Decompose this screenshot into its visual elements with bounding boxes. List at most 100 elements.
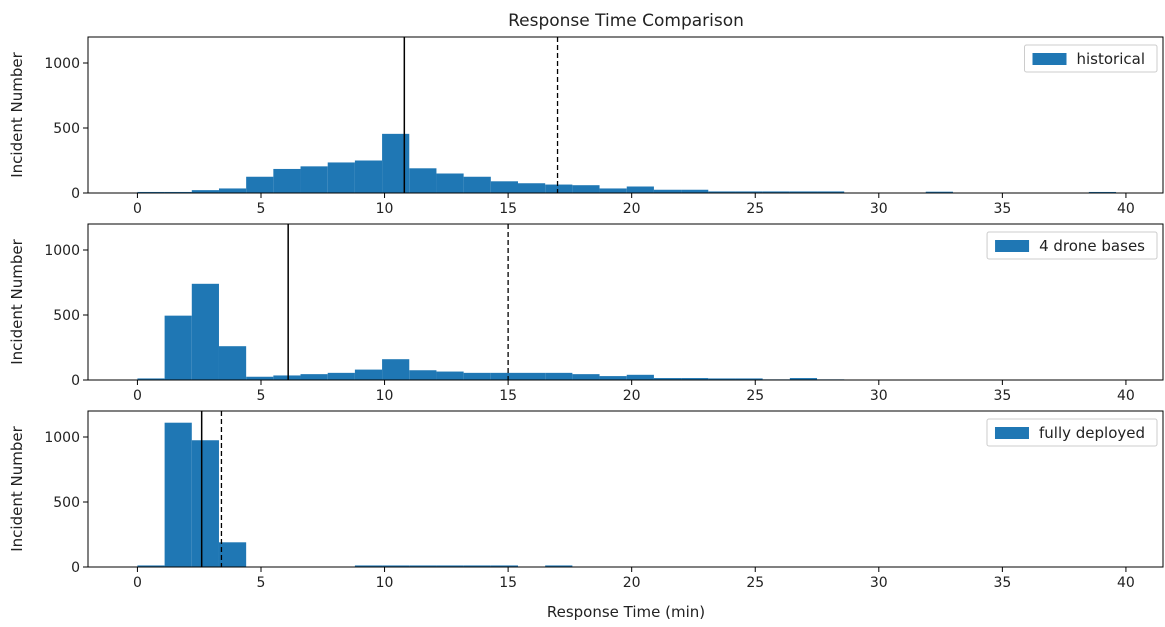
histogram-bar bbox=[518, 183, 546, 193]
histogram-bar bbox=[626, 374, 654, 380]
panel-fully-deployed: 0 5 10 15 20 25 30 35 40 0 500 1000 Incident Number f… bbox=[8, 410, 1164, 591]
histogram-bar bbox=[191, 283, 219, 380]
histogram-bar bbox=[1088, 191, 1117, 193]
y-tick-label: 0 bbox=[71, 186, 80, 202]
histogram-bar bbox=[681, 378, 709, 380]
histogram-bar bbox=[164, 422, 192, 567]
histogram-bar bbox=[273, 375, 301, 380]
x-tick-label: 35 bbox=[993, 201, 1011, 217]
legend-frame bbox=[1024, 44, 1158, 73]
histogram-bar bbox=[490, 372, 518, 380]
x-tick-label: 30 bbox=[870, 575, 888, 591]
histogram-bar bbox=[273, 168, 301, 193]
legend-swatch bbox=[995, 240, 1030, 252]
x-tick-label: 25 bbox=[746, 201, 764, 217]
histogram-bar bbox=[545, 372, 573, 380]
histogram-bar bbox=[300, 166, 328, 193]
legend-swatch bbox=[1032, 53, 1067, 65]
histogram-bar bbox=[708, 378, 736, 380]
histogram-bar bbox=[300, 374, 328, 380]
legend-label: historical bbox=[1077, 50, 1146, 68]
histogram-bar bbox=[518, 372, 546, 380]
y-tick-label: 500 bbox=[53, 121, 80, 137]
y-axis-label: Incident Number bbox=[8, 425, 26, 551]
histogram-bar bbox=[382, 133, 410, 193]
histogram-bar bbox=[327, 162, 355, 193]
histogram-bar bbox=[762, 191, 790, 193]
histogram-bar bbox=[354, 369, 383, 380]
histogram-bar bbox=[327, 372, 355, 380]
x-tick-label: 15 bbox=[499, 388, 517, 404]
histogram-bar bbox=[490, 181, 518, 193]
histogram-bar bbox=[626, 186, 654, 193]
x-tick-label: 0 bbox=[133, 201, 142, 217]
histogram-bar bbox=[463, 176, 491, 193]
y-axis-label: Incident Number bbox=[8, 51, 26, 177]
x-tick-label: 20 bbox=[623, 388, 641, 404]
x-tick-label: 40 bbox=[1117, 575, 1135, 591]
histogram-bar bbox=[137, 378, 165, 380]
histogram-bar bbox=[436, 565, 464, 567]
histogram-bar bbox=[409, 565, 437, 567]
x-tick-label: 5 bbox=[257, 575, 266, 591]
histogram-bar bbox=[246, 176, 274, 193]
x-tick-label: 0 bbox=[133, 388, 142, 404]
y-tick-label: 0 bbox=[71, 373, 80, 389]
histogram-bar bbox=[137, 565, 165, 567]
x-tick-label: 0 bbox=[133, 575, 142, 591]
histogram-bar bbox=[382, 565, 410, 567]
histogram-bar bbox=[354, 160, 383, 193]
x-tick-label: 10 bbox=[376, 201, 394, 217]
x-tick-label: 35 bbox=[993, 575, 1011, 591]
x-tick-label: 30 bbox=[870, 201, 888, 217]
x-tick-label: 15 bbox=[499, 201, 517, 217]
x-tick-label: 40 bbox=[1117, 201, 1135, 217]
histogram-bar bbox=[925, 191, 953, 193]
x-tick-label: 25 bbox=[746, 575, 764, 591]
histogram-bar bbox=[137, 191, 165, 193]
histogram-bar bbox=[218, 346, 247, 380]
legend: fully deployed bbox=[986, 418, 1158, 447]
histogram-bar bbox=[463, 372, 491, 380]
x-tick-label: 10 bbox=[376, 388, 394, 404]
axes-frame bbox=[87, 36, 1164, 194]
legend-swatch bbox=[994, 427, 1029, 439]
y-tick-label: 500 bbox=[53, 495, 80, 511]
x-tick-label: 20 bbox=[623, 575, 641, 591]
y-axis-label: Incident Number bbox=[8, 238, 26, 364]
histogram-bar bbox=[490, 565, 518, 567]
legend: historical bbox=[1024, 44, 1158, 73]
histogram-bar bbox=[708, 191, 736, 193]
histogram-bar bbox=[409, 168, 437, 193]
x-tick-label: 25 bbox=[746, 388, 764, 404]
y-tick-label: 1000 bbox=[44, 243, 80, 259]
histogram-bar bbox=[735, 191, 763, 193]
y-tick-label: 0 bbox=[71, 560, 80, 576]
histogram-bar bbox=[164, 315, 192, 380]
histogram-bar bbox=[382, 359, 410, 380]
x-tick-label: 30 bbox=[870, 388, 888, 404]
y-tick-label: 1000 bbox=[44, 56, 80, 72]
legend-frame bbox=[986, 231, 1158, 260]
y-tick-label: 1000 bbox=[44, 430, 80, 446]
histogram-bar bbox=[653, 189, 682, 193]
x-tick-label: 5 bbox=[257, 201, 266, 217]
histogram-bar bbox=[191, 190, 219, 193]
histogram-bar bbox=[599, 188, 627, 193]
x-tick-label: 35 bbox=[993, 388, 1011, 404]
x-tick-label: 20 bbox=[623, 201, 641, 217]
legend: 4 drone bases bbox=[986, 231, 1158, 260]
legend-label: fully deployed bbox=[1039, 424, 1145, 442]
histogram-bar bbox=[572, 374, 600, 380]
histogram-bar bbox=[191, 440, 219, 567]
x-tick-label: 5 bbox=[257, 388, 266, 404]
histogram-bar bbox=[545, 184, 573, 193]
panel-historical: 0 5 10 15 20 25 30 35 40 0 500 1000 Incident Number h… bbox=[8, 36, 1164, 217]
histogram-bar bbox=[218, 188, 247, 193]
histogram-bar bbox=[735, 378, 763, 380]
histogram-bar bbox=[653, 378, 682, 380]
chart-title: Response Time Comparison bbox=[508, 11, 744, 31]
